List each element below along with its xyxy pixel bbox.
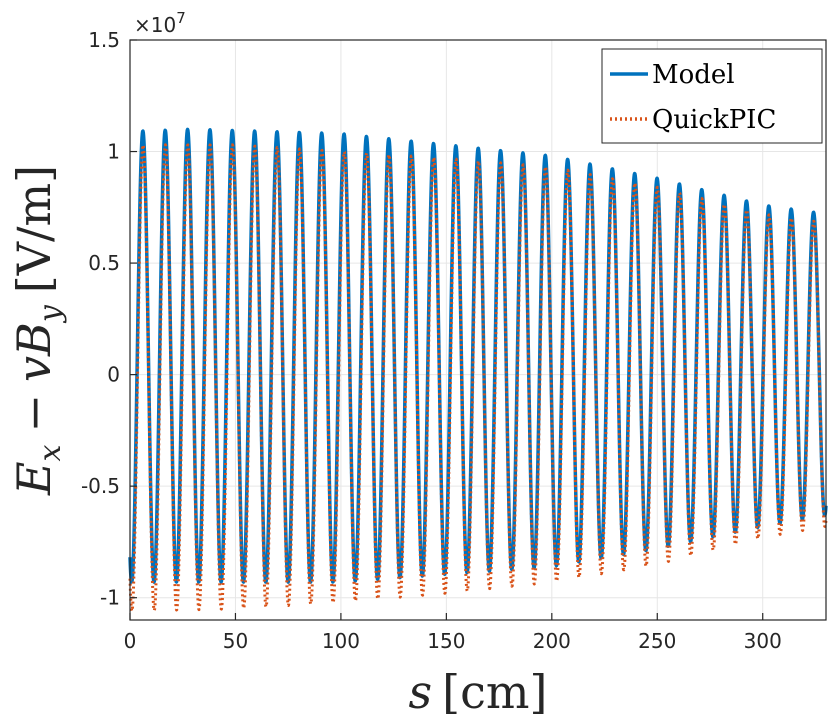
x-tick-label: 0 [124,629,137,653]
y-tick-label: 0 [107,363,120,387]
x-tick-label: 300 [744,629,782,653]
x-tick-label: 50 [223,629,248,653]
x-tick-labels: 0 50 100 150 200 250 300 [124,629,782,653]
x-tick-label: 150 [427,629,465,653]
x-tick-label: 250 [638,629,676,653]
y-tick-label: 1 [107,140,120,164]
legend-label-quickpic: QuickPIC [652,105,776,135]
y-exponent-label: ×107 [134,9,186,37]
plot-frame [129,39,827,621]
legend: Model QuickPIC [601,48,823,144]
legend-label-model: Model [652,60,735,90]
series-layer [128,127,828,613]
y-tick-label: -1 [100,586,120,610]
x-tick-label: 200 [533,629,571,653]
series-line-quickpic [128,143,828,613]
legend-box [601,48,823,144]
y-tick-labels: -1 -0.5 0 0.5 1 1.5 [81,28,120,610]
x-axis-label: s [cm] [409,665,548,719]
y-tick-label: 1.5 [88,28,120,52]
y-tick-label: -0.5 [81,474,120,498]
y-axis-label: Ex−vBy[V/m] [7,165,68,496]
y-tick-label: 0.5 [88,251,120,275]
tick-marks [129,39,764,620]
x-tick-label: 100 [322,629,360,653]
